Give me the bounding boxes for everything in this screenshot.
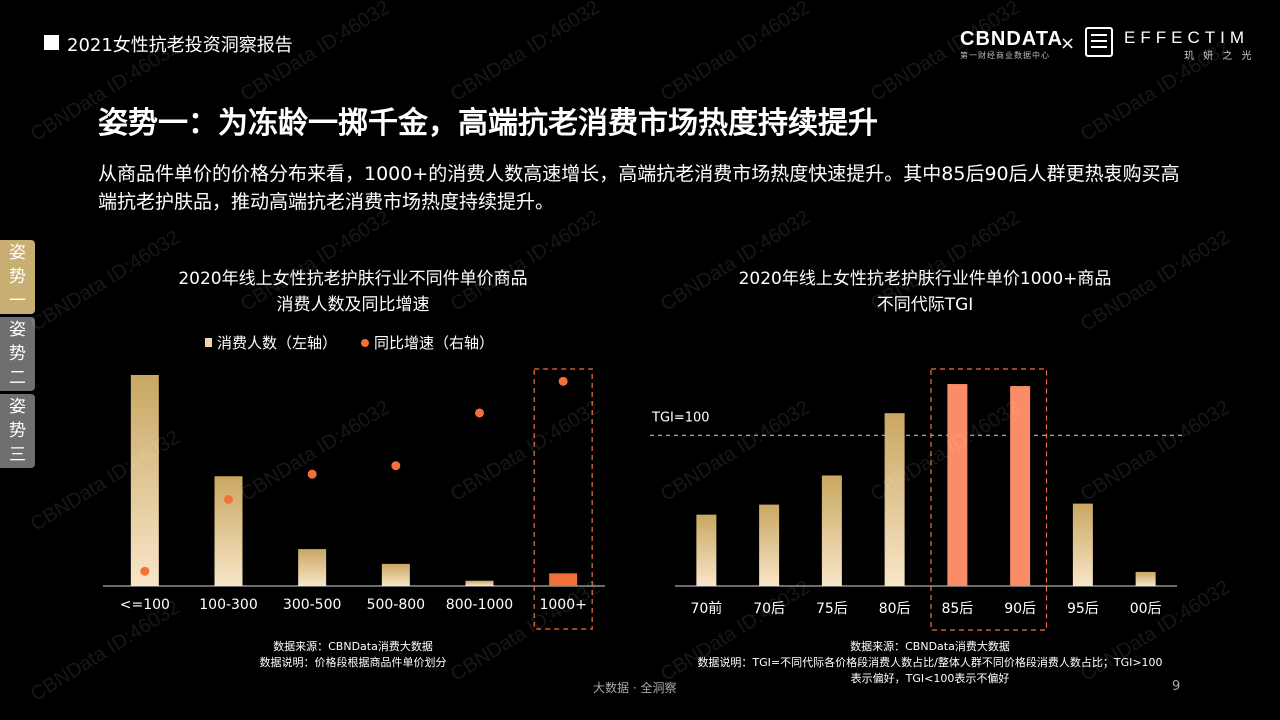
dot-yoy-growth — [140, 566, 150, 576]
bar-tgi — [947, 384, 968, 586]
legend-bar-swatch — [205, 338, 212, 347]
source-line: 数据说明：TGI=不同代际各价格段消费人数占比/整体人群不同价格段消费人数占比；… — [697, 656, 1163, 669]
x-tick-label: 80后 — [879, 601, 911, 617]
side-tab-char: 二 — [9, 368, 26, 388]
bar-consumers — [298, 549, 327, 586]
bar-consumers — [381, 563, 410, 586]
highlight-box — [930, 368, 1048, 631]
source-line: 数据说明：价格段根据商品件单价划分 — [259, 656, 447, 669]
left-chart-source: 数据来源：CBNData消费大数据 数据说明：价格段根据商品件单价划分 — [203, 639, 503, 671]
bar-tgi — [884, 413, 905, 586]
page-description: 从商品件单价的价格分布来看，1000+的消费人数高速增长，高端抗老消费市场热度快… — [98, 163, 1180, 213]
x-tick-label: 90后 — [1004, 601, 1036, 617]
x-tick-label: 00后 — [1130, 601, 1162, 617]
x-tick-label: 85后 — [941, 601, 973, 617]
source-line: 数据来源：CBNData消费大数据 — [273, 640, 433, 653]
bar-consumers — [130, 375, 159, 586]
tgi-reference-label: TGI=100 — [651, 410, 710, 425]
bar-tgi — [696, 514, 717, 586]
header-square-mark — [44, 35, 59, 50]
watermark-text: CBNData ID:46032 — [656, 0, 814, 106]
side-tab-char: 势 — [9, 267, 26, 287]
highlight-box — [533, 368, 593, 630]
source-line: 表示偏好，TGI<100表示不偏好 — [850, 672, 1010, 685]
left-chart-title: 2020年线上女性抗老护肤行业不同件单价商品 消费人数及同比增速 — [103, 266, 603, 318]
side-tab-1[interactable]: 姿 势 一 — [0, 240, 35, 314]
right-chart-title-line: 不同代际TGI — [876, 295, 974, 315]
bar-consumers — [549, 573, 578, 586]
effectim-logo-subtitle: 玑 妍 之 光 — [1184, 51, 1255, 62]
report-title: 2021女性抗老投资洞察报告 — [67, 35, 293, 56]
page-title: 姿势一：为冻龄一掷千金，高端抗老消费市场热度持续提升 — [98, 106, 878, 141]
cbndata-logo: CBNDATA — [960, 28, 1063, 50]
legend-item-dot: 同比增速（右轴） — [361, 332, 494, 353]
right-chart: TGI=100 70前 70后 75后 80后 85后 90后 95后 00后 — [650, 368, 1185, 631]
page-number: 9 — [1172, 679, 1181, 694]
side-tab-3[interactable]: 姿 势 三 — [0, 394, 35, 468]
x-tick-label: 70后 — [753, 601, 785, 617]
right-chart-source: 数据来源：CBNData消费大数据 数据说明：TGI=不同代际各价格段消费人数占… — [660, 639, 1200, 687]
legend-bar-label: 消费人数（左轴） — [217, 334, 338, 352]
side-tab-char: 一 — [9, 291, 26, 311]
x-tick-label: 70前 — [690, 600, 722, 617]
x-tick-label: 100-300 — [199, 597, 258, 613]
side-tab-char: 姿 — [9, 243, 26, 263]
watermark-text: CBNData ID:46032 — [446, 0, 604, 106]
left-chart: <=100 100-300 300-500 500-800 800-1000 1000+ — [103, 368, 605, 630]
dot-yoy-growth — [391, 461, 401, 471]
left-chart-title-line: 2020年线上女性抗老护肤行业不同件单价商品 — [178, 269, 528, 289]
x-tick-label: 300-500 — [283, 597, 342, 613]
logo-cross: × — [1060, 33, 1076, 54]
effectim-logo: EFFECTIM — [1124, 28, 1249, 47]
effectim-mark-icon — [1085, 27, 1113, 57]
bar-tgi — [1010, 386, 1031, 586]
side-tab-char: 姿 — [9, 397, 26, 417]
left-chart-legend: 消费人数（左轴） 同比增速（右轴） — [205, 332, 494, 353]
side-tab-char: 姿 — [9, 320, 26, 340]
footer-tagline: 大数据 · 全洞察 — [593, 681, 677, 695]
legend-item-bar: 消费人数（左轴） — [205, 332, 337, 353]
bar-tgi — [821, 475, 842, 586]
legend-dot-swatch — [361, 338, 370, 347]
dot-yoy-growth — [475, 408, 484, 418]
side-tab-char: 势 — [9, 344, 26, 364]
cbndata-logo-subtitle: 第一财经商业数据中心 — [960, 51, 1050, 60]
bar-tgi — [1072, 503, 1093, 586]
bar-consumers — [465, 580, 494, 586]
x-tick-label: 1000+ — [539, 597, 586, 613]
source-line: 数据来源：CBNData消费大数据 — [850, 640, 1010, 653]
side-tab-char: 三 — [9, 445, 26, 465]
right-chart-title-line: 2020年线上女性抗老护肤行业件单价1000+商品 — [738, 269, 1112, 289]
right-chart-title: 2020年线上女性抗老护肤行业件单价1000+商品 不同代际TGI — [675, 266, 1175, 318]
x-tick-label: 800-1000 — [446, 597, 513, 613]
x-tick-label: 75后 — [816, 601, 848, 617]
side-tab-char: 势 — [9, 421, 26, 441]
dot-yoy-growth — [307, 469, 317, 479]
side-tab-2[interactable]: 姿 势 二 — [0, 317, 35, 391]
x-tick-label: 95后 — [1067, 601, 1099, 617]
x-tick-label: 500-800 — [367, 597, 426, 613]
bar-consumers — [214, 476, 243, 586]
bar-tgi — [759, 504, 780, 586]
left-chart-title-line: 消费人数及同比增速 — [276, 295, 430, 315]
x-tick-label: <=100 — [120, 597, 170, 613]
legend-dot-label: 同比增速（右轴） — [374, 334, 495, 352]
bar-tgi — [1135, 571, 1156, 586]
dot-yoy-growth — [224, 494, 233, 504]
dot-yoy-growth — [558, 376, 568, 386]
